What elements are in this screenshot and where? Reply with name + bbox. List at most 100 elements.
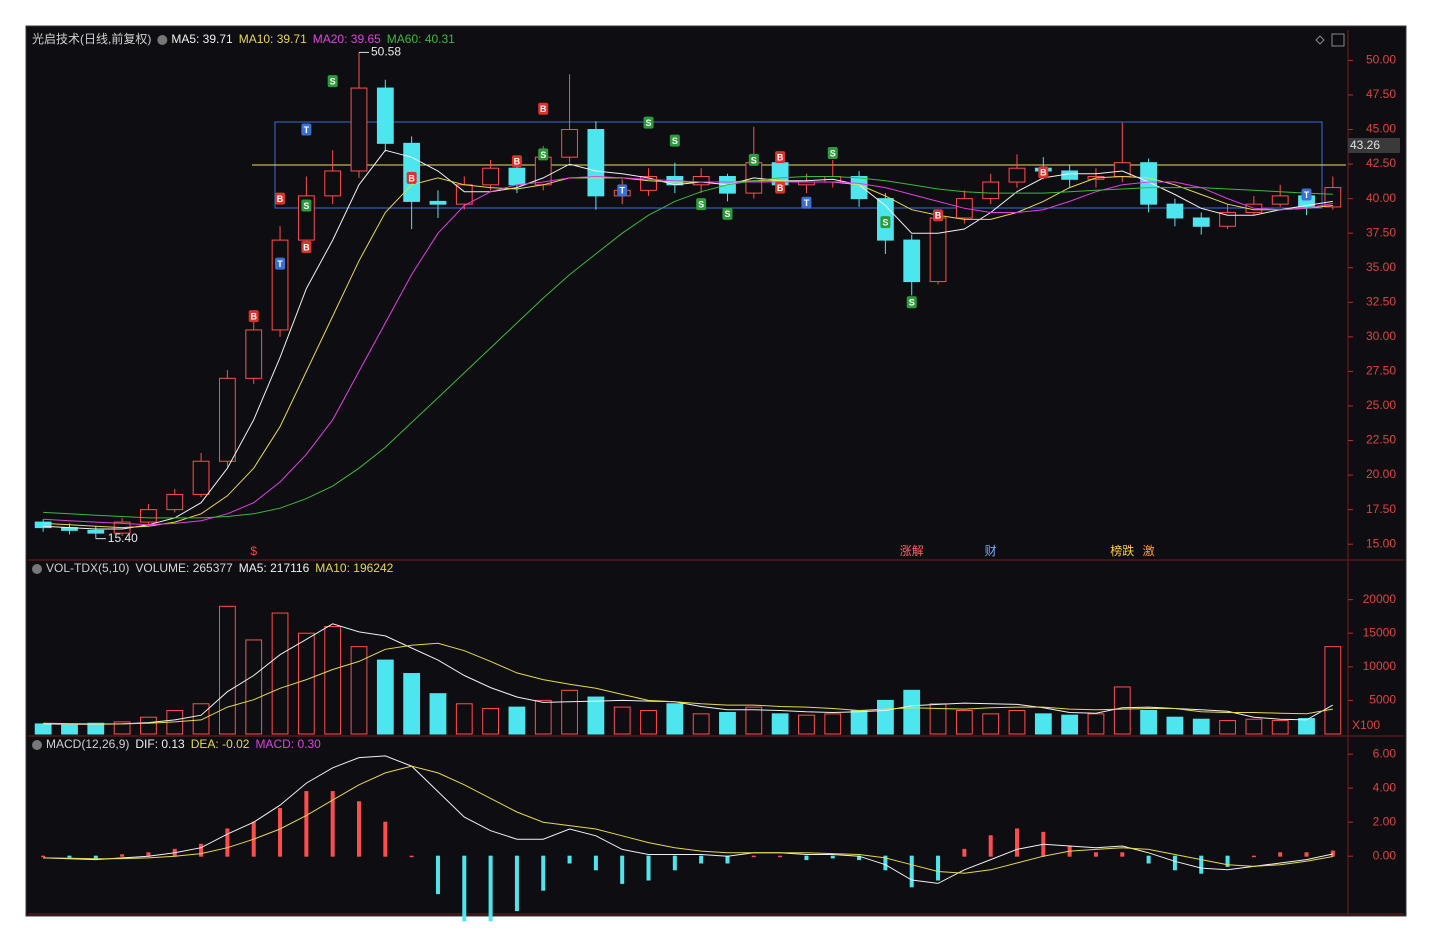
candle-body	[982, 181, 1000, 200]
bar	[350, 646, 368, 735]
bar	[93, 855, 98, 859]
y-tick-label: 45.00	[1366, 122, 1396, 136]
panel-button[interactable]	[1331, 33, 1345, 47]
bar	[1324, 646, 1342, 735]
legend-icon	[157, 35, 168, 45]
bar	[751, 855, 756, 858]
signal-label: S	[646, 118, 652, 128]
bar	[192, 703, 210, 735]
series-line	[43, 176, 1333, 519]
series-line	[43, 175, 1333, 529]
bar	[1034, 713, 1052, 735]
bar	[745, 706, 763, 735]
bar	[587, 696, 605, 735]
legend-entry: MA10: 196242	[315, 561, 393, 575]
signal-badge	[827, 147, 838, 160]
bar	[1166, 716, 1184, 735]
legend-entry: MACD: 0.30	[255, 737, 321, 751]
bar	[1015, 828, 1019, 857]
bar	[324, 626, 342, 735]
window-background	[25, 25, 1407, 917]
y-tick-label: 27.50	[1366, 364, 1396, 378]
series-line	[43, 149, 1333, 530]
signal-label: T	[1304, 190, 1310, 200]
bar	[1219, 720, 1236, 735]
bar	[1008, 709, 1026, 735]
signal-label: S	[540, 150, 546, 160]
series-line	[43, 175, 1333, 526]
legend-icon	[32, 740, 42, 750]
signal-badge	[775, 181, 786, 194]
bar	[903, 689, 921, 735]
bar	[67, 855, 72, 858]
signal-label: B	[777, 153, 784, 163]
bar	[1199, 855, 1204, 874]
legend-entry: VOL-TDX(5,10)	[46, 561, 129, 575]
bar	[725, 855, 730, 864]
y-tick-label: 4.00	[1373, 780, 1397, 794]
bar	[455, 703, 473, 735]
signal-badge	[538, 102, 549, 115]
bar	[666, 703, 684, 735]
bar	[541, 855, 546, 891]
signal-label: B	[777, 183, 784, 193]
y-tick-label: 20000	[1363, 592, 1397, 606]
signal-badge	[617, 184, 628, 197]
candle-body	[429, 200, 447, 205]
candle-body	[1271, 195, 1289, 205]
candle-body	[324, 170, 342, 197]
bar	[1225, 855, 1230, 867]
bar	[140, 716, 157, 735]
y-tick-label: 6.00	[1373, 746, 1397, 760]
signal-label: S	[751, 155, 757, 165]
legend-entry: 光启技术(日线,前复权)	[32, 31, 151, 46]
signal-badge	[696, 198, 707, 211]
y-tick-label: 17.50	[1366, 502, 1396, 516]
bar	[620, 855, 625, 884]
signal-badge	[248, 310, 259, 323]
candle-body	[771, 162, 789, 186]
candle-body	[1008, 167, 1026, 183]
signal-badge	[643, 116, 654, 129]
signal-label: S	[698, 200, 704, 210]
panel-button[interactable]	[1315, 35, 1325, 45]
candle-body	[1219, 211, 1236, 227]
candle-body	[166, 493, 184, 511]
signal-badge	[669, 134, 680, 147]
candle-body	[350, 87, 368, 172]
y-tick-label: 20.00	[1366, 467, 1396, 481]
bar	[383, 821, 388, 857]
annotation-label: 15.40	[108, 531, 138, 545]
signal-badge	[933, 209, 944, 222]
signal-label: T	[619, 186, 625, 196]
legend-entry: MA60: 40.31	[387, 32, 455, 46]
candle-body	[482, 167, 499, 186]
signal-badge	[406, 171, 417, 184]
bar	[982, 713, 1000, 735]
bar	[771, 713, 789, 735]
signal-badge	[775, 151, 786, 164]
bar	[646, 855, 651, 881]
signal-badge	[1038, 166, 1049, 179]
legend-entry: MA20: 39.65	[313, 32, 381, 46]
bar	[120, 854, 125, 857]
bar	[640, 709, 657, 735]
candle-body	[34, 521, 52, 529]
signal-badge	[801, 196, 812, 209]
y-tick-label: 37.50	[1366, 225, 1396, 239]
bar	[41, 855, 46, 858]
legend-entry: MACD(12,26,9)	[46, 737, 129, 751]
y-tick-label: 25.00	[1366, 398, 1396, 412]
y-tick-label: 40.00	[1366, 191, 1396, 205]
bar	[34, 723, 52, 735]
candle-body	[508, 167, 526, 186]
bar	[403, 673, 421, 735]
bar	[1087, 713, 1105, 735]
signal-label: B	[277, 194, 284, 204]
bar	[567, 855, 572, 864]
bar	[482, 707, 499, 735]
candle-body	[192, 460, 210, 495]
unit-label: X100	[1352, 718, 1380, 732]
y-tick-label: 35.00	[1366, 260, 1396, 274]
